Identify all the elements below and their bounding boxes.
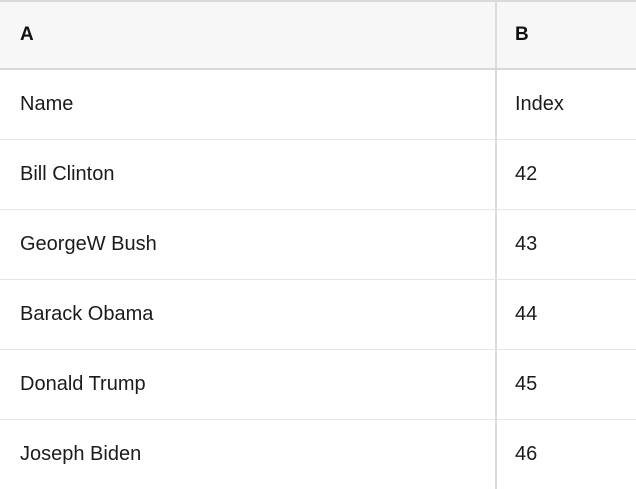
cell[interactable]: Name bbox=[0, 70, 497, 139]
header-row: A B bbox=[0, 2, 636, 70]
cell[interactable]: 42 bbox=[515, 163, 538, 185]
column-header-b[interactable]: B bbox=[515, 24, 529, 45]
cell[interactable]: 43 bbox=[515, 233, 538, 255]
cell[interactable]: Barack Obama bbox=[0, 280, 497, 349]
table-row: Bill Clinton 42 bbox=[0, 140, 636, 210]
cell[interactable]: GeorgeW Bush bbox=[0, 210, 497, 279]
cell[interactable]: Index bbox=[515, 93, 564, 115]
cell[interactable]: 44 bbox=[515, 303, 538, 325]
cell[interactable]: Bill Clinton bbox=[0, 140, 497, 209]
cell[interactable]: 45 bbox=[515, 373, 538, 395]
table-row: Barack Obama 44 bbox=[0, 280, 636, 350]
table-row: GeorgeW Bush 43 bbox=[0, 210, 636, 280]
cell[interactable]: Joseph Biden bbox=[0, 420, 497, 489]
cell[interactable]: Donald Trump bbox=[0, 350, 497, 419]
table-row: Name Index bbox=[0, 70, 636, 140]
column-header-a[interactable]: A bbox=[0, 2, 497, 68]
table-row: Donald Trump 45 bbox=[0, 350, 636, 420]
cell[interactable]: 46 bbox=[515, 443, 538, 465]
table-row: Joseph Biden 46 bbox=[0, 420, 636, 489]
